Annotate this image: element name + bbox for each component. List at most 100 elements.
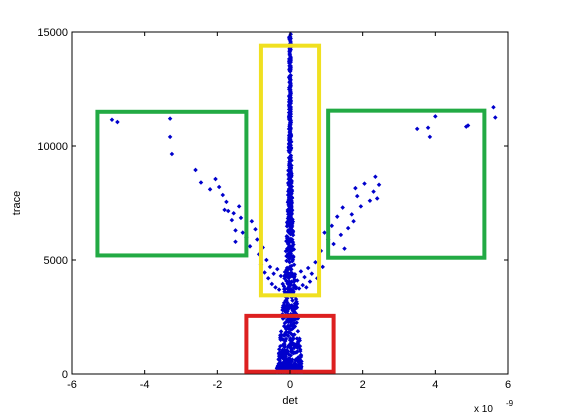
data-point	[362, 181, 367, 186]
data-point	[289, 263, 294, 269]
data-point	[278, 332, 283, 338]
data-point	[299, 364, 304, 369]
data-point	[285, 286, 290, 291]
data-point	[285, 317, 291, 322]
data-point	[275, 363, 281, 368]
y-tick-label: 15000	[37, 27, 68, 39]
data-point	[290, 298, 295, 303]
data-point	[288, 119, 294, 125]
data-point	[340, 205, 345, 210]
highlight-box	[258, 43, 322, 298]
data-point	[331, 241, 336, 247]
data-point	[414, 126, 420, 132]
data-point	[281, 359, 287, 365]
data-point	[287, 155, 292, 161]
data-point	[265, 275, 271, 281]
data-point	[283, 363, 288, 368]
data-point	[286, 324, 291, 330]
highlight-box	[326, 108, 487, 260]
data-point	[288, 340, 294, 346]
data-point	[288, 125, 293, 130]
data-point	[264, 257, 269, 263]
data-point	[286, 356, 291, 362]
x-tick-label: 2	[360, 379, 366, 391]
data-point	[300, 282, 305, 288]
data-point	[278, 336, 284, 342]
x-tick-label: -2	[212, 379, 222, 391]
data-point	[294, 305, 300, 310]
x-tick-label: -4	[140, 379, 150, 391]
data-point	[338, 232, 344, 238]
data-point	[284, 298, 289, 304]
data-point	[291, 345, 297, 351]
data-point	[284, 265, 290, 271]
data-point	[269, 281, 275, 287]
data-point	[287, 259, 292, 265]
data-point	[307, 279, 313, 284]
data-point	[287, 93, 293, 99]
data-point	[302, 274, 307, 280]
data-point	[304, 285, 309, 290]
data-point	[295, 358, 301, 363]
data-point	[287, 57, 292, 63]
data-point	[313, 260, 318, 265]
data-point	[282, 289, 287, 294]
data-point	[334, 214, 340, 219]
data-point	[305, 265, 311, 271]
data-point	[281, 323, 287, 329]
data-point	[282, 274, 288, 279]
data-point	[297, 338, 302, 343]
data-point	[358, 204, 364, 209]
data-point	[353, 185, 358, 191]
x-tick-label: 6	[505, 379, 511, 391]
data-point	[278, 329, 284, 334]
data-point	[287, 133, 292, 139]
data-point	[288, 319, 294, 325]
data-point	[295, 329, 301, 334]
data-point	[292, 317, 298, 322]
data-point	[287, 47, 292, 53]
data-point	[288, 200, 294, 206]
data-point	[294, 336, 300, 341]
data-point	[285, 281, 290, 287]
data-point	[288, 166, 293, 172]
data-point	[283, 354, 288, 359]
data-point	[276, 287, 282, 292]
data-point	[291, 279, 297, 284]
data-point	[287, 158, 293, 164]
data-point	[320, 264, 325, 270]
data-point	[290, 230, 295, 235]
x-axis-exponent-power: -9	[506, 399, 514, 408]
data-point	[267, 264, 273, 270]
data-point	[309, 271, 315, 276]
data-point	[286, 171, 291, 177]
y-axis-label: trace	[11, 191, 23, 215]
data-point	[286, 244, 292, 249]
y-tick-label: 0	[62, 369, 68, 381]
data-point	[286, 230, 292, 235]
data-point	[288, 77, 293, 83]
data-point	[293, 362, 299, 367]
data-point	[291, 247, 297, 252]
data-point	[273, 285, 278, 290]
data-point	[285, 349, 291, 354]
axis-ticks: -6 -4 -2 0 2 4 6 0 5000 10000 15000	[37, 27, 511, 391]
data-point	[287, 255, 293, 261]
data-point	[349, 212, 355, 217]
x-tick-label: 4	[432, 379, 438, 391]
data-point	[109, 117, 115, 123]
data-point	[288, 80, 293, 86]
data-point	[282, 348, 287, 353]
data-point	[289, 273, 294, 279]
data-point	[292, 285, 298, 291]
data-point	[276, 356, 281, 362]
data-point	[376, 182, 382, 188]
data-point	[289, 347, 294, 353]
data-point	[262, 270, 267, 275]
data-point	[289, 323, 295, 329]
x-axis-label: det	[282, 395, 297, 407]
data-point	[286, 176, 292, 182]
data-point	[298, 269, 304, 274]
data-point	[275, 266, 280, 272]
